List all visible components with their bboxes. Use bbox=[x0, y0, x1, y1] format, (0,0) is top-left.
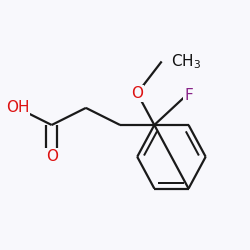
Text: CH$_3$: CH$_3$ bbox=[172, 52, 202, 71]
Text: F: F bbox=[184, 88, 193, 103]
Text: OH: OH bbox=[6, 100, 29, 116]
Text: O: O bbox=[131, 86, 143, 101]
Text: O: O bbox=[46, 149, 58, 164]
